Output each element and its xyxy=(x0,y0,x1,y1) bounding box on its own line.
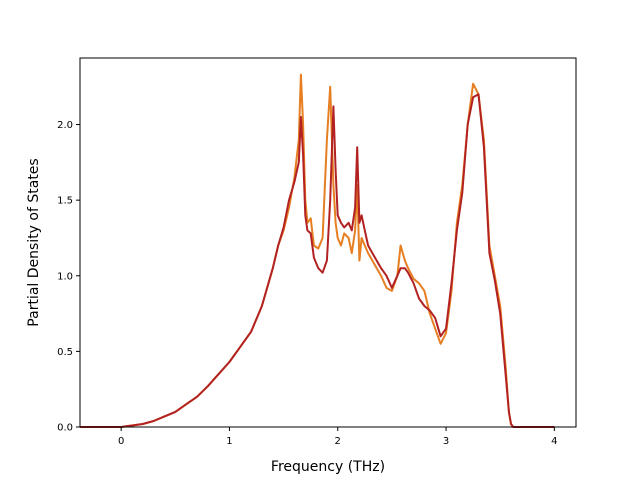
x-tick-label: 1 xyxy=(226,436,232,447)
y-tick-label: 1.5 xyxy=(57,196,73,207)
plot-frame xyxy=(79,57,577,428)
y-tick-label: 0.0 xyxy=(57,423,73,434)
x-tick-label: 4 xyxy=(551,436,557,447)
y-tick-label: 2.0 xyxy=(57,120,73,131)
x-axis: 0 1 2 3 4 xyxy=(118,427,558,447)
y-tick-label: 1.0 xyxy=(57,271,73,282)
x-axis-label: Frequency (THz) xyxy=(271,459,385,475)
x-tick-label: 2 xyxy=(335,436,341,447)
series-layer xyxy=(80,73,555,428)
plot-area xyxy=(79,57,577,428)
y-axis: 0.0 0.5 1.0 1.5 2.0 xyxy=(57,120,80,434)
series-line-2 xyxy=(80,93,555,428)
y-axis-label: Partial Density of States xyxy=(26,158,42,326)
x-tick-label: 3 xyxy=(443,436,449,447)
y-tick-label: 0.5 xyxy=(57,347,73,358)
x-tick-label: 0 xyxy=(118,436,124,447)
